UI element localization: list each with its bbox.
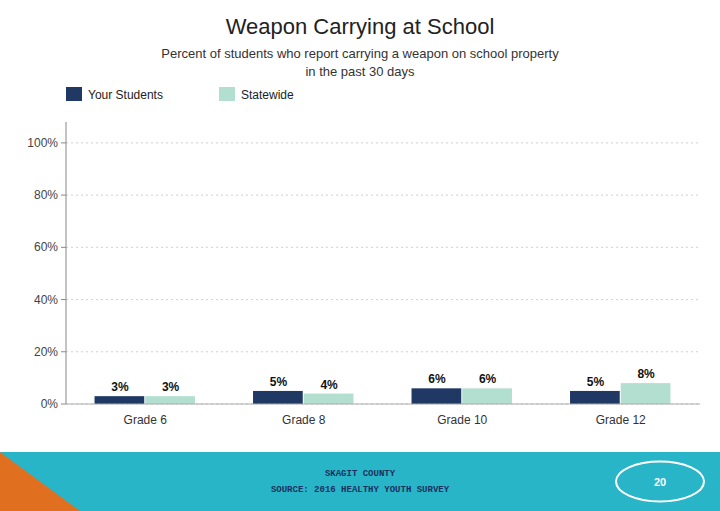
chart-svg: Weapon Carrying at School Percent of stud… bbox=[0, 0, 720, 511]
y-tick-label: 40% bbox=[34, 293, 58, 307]
y-tick bbox=[61, 404, 66, 405]
data-label: 6% bbox=[428, 372, 446, 386]
legend: Your Students Statewide bbox=[66, 87, 294, 102]
legend-swatch bbox=[219, 87, 235, 101]
y-axis-ticks: 0% 20% 40% 60% 80% 100% bbox=[27, 136, 66, 411]
bar bbox=[412, 388, 462, 404]
data-label: 6% bbox=[479, 372, 497, 386]
x-tick-label: Grade 12 bbox=[596, 413, 646, 427]
grid-line bbox=[66, 142, 700, 143]
footer: SKAGIT COUNTY SOURCE: 2016 HEALTHY YOUTH … bbox=[0, 452, 720, 511]
bar bbox=[253, 391, 303, 404]
legend-entry: Your Students bbox=[88, 88, 163, 102]
y-tick bbox=[61, 195, 66, 196]
footer-background bbox=[0, 452, 720, 511]
y-tick bbox=[61, 142, 66, 143]
footer-source: SOURCE: 2016 HEALTHY YOUTH SURVEY bbox=[271, 485, 450, 495]
data-label: 5% bbox=[270, 375, 288, 389]
bar bbox=[304, 394, 354, 404]
grid-line bbox=[66, 351, 700, 352]
bar bbox=[570, 391, 620, 404]
data-label: 8% bbox=[637, 367, 655, 381]
title: Weapon Carrying at School bbox=[226, 14, 495, 39]
y-tick-label: 100% bbox=[27, 136, 58, 150]
subtitle: Percent of students who report carrying … bbox=[161, 46, 559, 79]
legend-swatch bbox=[66, 87, 82, 101]
bar bbox=[462, 388, 512, 404]
x-tick-label: Grade 10 bbox=[437, 413, 487, 427]
grid-line bbox=[66, 404, 700, 405]
x-axis-labels: Grade 6 Grade 8 Grade 10 Grade 12 bbox=[124, 413, 647, 427]
legend-entry: Statewide bbox=[241, 88, 294, 102]
grid-line bbox=[66, 299, 700, 300]
bars bbox=[95, 383, 671, 404]
y-tick bbox=[61, 351, 66, 352]
bar bbox=[145, 396, 195, 404]
y-tick-label: 80% bbox=[34, 188, 58, 202]
bar bbox=[95, 396, 145, 404]
page-number: 20 bbox=[654, 476, 666, 488]
page-number-oval bbox=[616, 462, 704, 502]
footer-text: SKAGIT COUNTY bbox=[325, 469, 396, 479]
data-labels: 3% 5% 6% 5% 3% 4% 6% 8% bbox=[111, 367, 655, 394]
y-tick-label: 20% bbox=[34, 345, 58, 359]
background bbox=[0, 0, 720, 511]
y-tick-label: 0% bbox=[41, 397, 59, 411]
y-tick-label: 60% bbox=[34, 240, 58, 254]
subtitle-line: Percent of students who report carrying … bbox=[161, 46, 559, 61]
data-label: 5% bbox=[587, 375, 605, 389]
data-label: 4% bbox=[320, 378, 338, 392]
grid bbox=[66, 143, 700, 404]
subtitle-line: in the past 30 days bbox=[305, 64, 415, 79]
footer-accent bbox=[0, 452, 80, 511]
data-label: 3% bbox=[162, 380, 180, 394]
bar bbox=[621, 383, 671, 404]
x-tick-label: Grade 8 bbox=[282, 413, 326, 427]
grid-line bbox=[66, 195, 700, 196]
x-tick-label: Grade 6 bbox=[124, 413, 168, 427]
chart-container: Weapon Carrying at School Percent of stud… bbox=[0, 0, 720, 511]
x-axis-line bbox=[66, 404, 700, 405]
grid-line bbox=[66, 247, 700, 248]
y-tick bbox=[61, 247, 66, 248]
y-tick bbox=[61, 299, 66, 300]
y-axis-line bbox=[66, 122, 67, 404]
data-label: 3% bbox=[111, 380, 129, 394]
